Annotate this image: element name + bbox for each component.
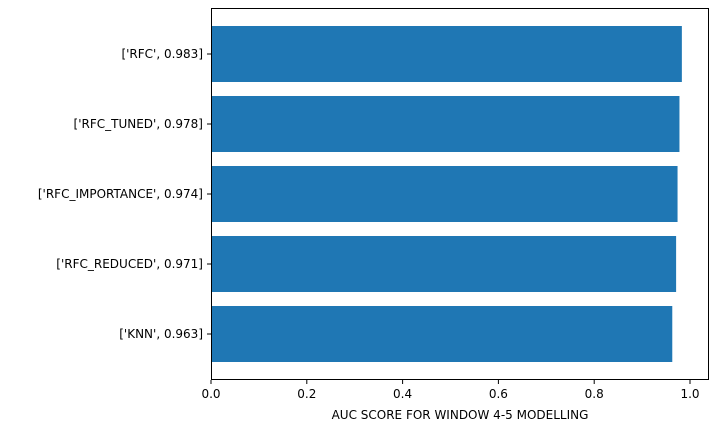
x-tick-label: 0.8 xyxy=(585,387,604,401)
y-tick-label: ['RFC_REDUCED', 0.971] xyxy=(56,257,203,271)
x-tick-label: 0.6 xyxy=(489,387,508,401)
plot-frame xyxy=(211,8,709,380)
y-ticks-group: ['RFC', 0.983] ['RFC_TUNED', 0.978] ['RFC_… xyxy=(38,47,211,341)
y-tick-label: ['RFC_IMPORTANCE', 0.974] xyxy=(38,187,203,201)
bar xyxy=(211,236,677,292)
x-tick-label: 0.4 xyxy=(393,387,412,401)
x-axis-label: AUC SCORE FOR WINDOW 4-5 MODELLING xyxy=(332,408,589,422)
y-tick-label: ['KNN', 0.963] xyxy=(119,327,203,341)
bars-group xyxy=(211,26,682,362)
bar xyxy=(211,306,673,362)
x-ticks-group: 0.0 0.2 0.4 0.6 0.8 1.0 xyxy=(201,380,700,401)
x-tick-label: 0.0 xyxy=(201,387,220,401)
bar xyxy=(211,96,680,152)
y-tick-label: ['RFC', 0.983] xyxy=(121,47,203,61)
x-tick-label: 0.2 xyxy=(297,387,316,401)
bar xyxy=(211,26,682,82)
bar xyxy=(211,166,678,222)
y-tick-label: ['RFC_TUNED', 0.978] xyxy=(74,117,203,131)
x-tick-label: 1.0 xyxy=(680,387,699,401)
